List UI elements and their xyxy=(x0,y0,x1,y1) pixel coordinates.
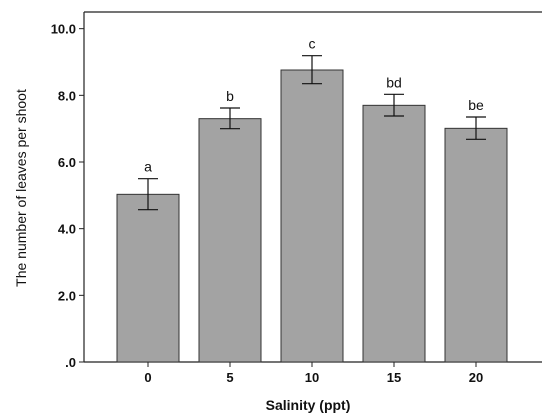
bar-0 xyxy=(116,193,180,363)
x-tick-label: 10 xyxy=(305,370,319,385)
y-tick-label: .0 xyxy=(65,355,76,370)
y-axis-title: The number of leaves per shoot xyxy=(13,89,29,287)
y-tick-label: 4.0 xyxy=(58,222,76,237)
bar-15 xyxy=(362,104,426,363)
bar-5 xyxy=(198,118,262,363)
x-tick-label: 20 xyxy=(469,370,483,385)
significance-label: b xyxy=(226,88,234,104)
error-bars xyxy=(138,55,486,211)
significance-label: be xyxy=(468,97,484,113)
y-tick-label: 10.0 xyxy=(51,22,76,37)
x-axis-ticks: 0 5 10 15 20 xyxy=(144,362,483,385)
significance-label: a xyxy=(144,159,152,175)
bar-10 xyxy=(280,69,344,363)
y-tick-label: 8.0 xyxy=(58,88,76,103)
bar-20 xyxy=(444,127,508,363)
y-tick-label: 6.0 xyxy=(58,155,76,170)
y-axis-ticks: .0 2.0 4.0 6.0 8.0 10.0 xyxy=(51,22,84,370)
x-tick-label: 0 xyxy=(144,370,151,385)
x-tick-label: 15 xyxy=(387,370,401,385)
x-tick-label: 5 xyxy=(226,370,233,385)
y-tick-label: 2.0 xyxy=(58,288,76,303)
significance-labels: a b c bd be xyxy=(144,36,484,175)
significance-label: bd xyxy=(386,74,402,90)
x-axis-title: Salinity (ppt) xyxy=(266,397,351,413)
bars xyxy=(116,69,508,363)
significance-label: c xyxy=(309,36,316,52)
